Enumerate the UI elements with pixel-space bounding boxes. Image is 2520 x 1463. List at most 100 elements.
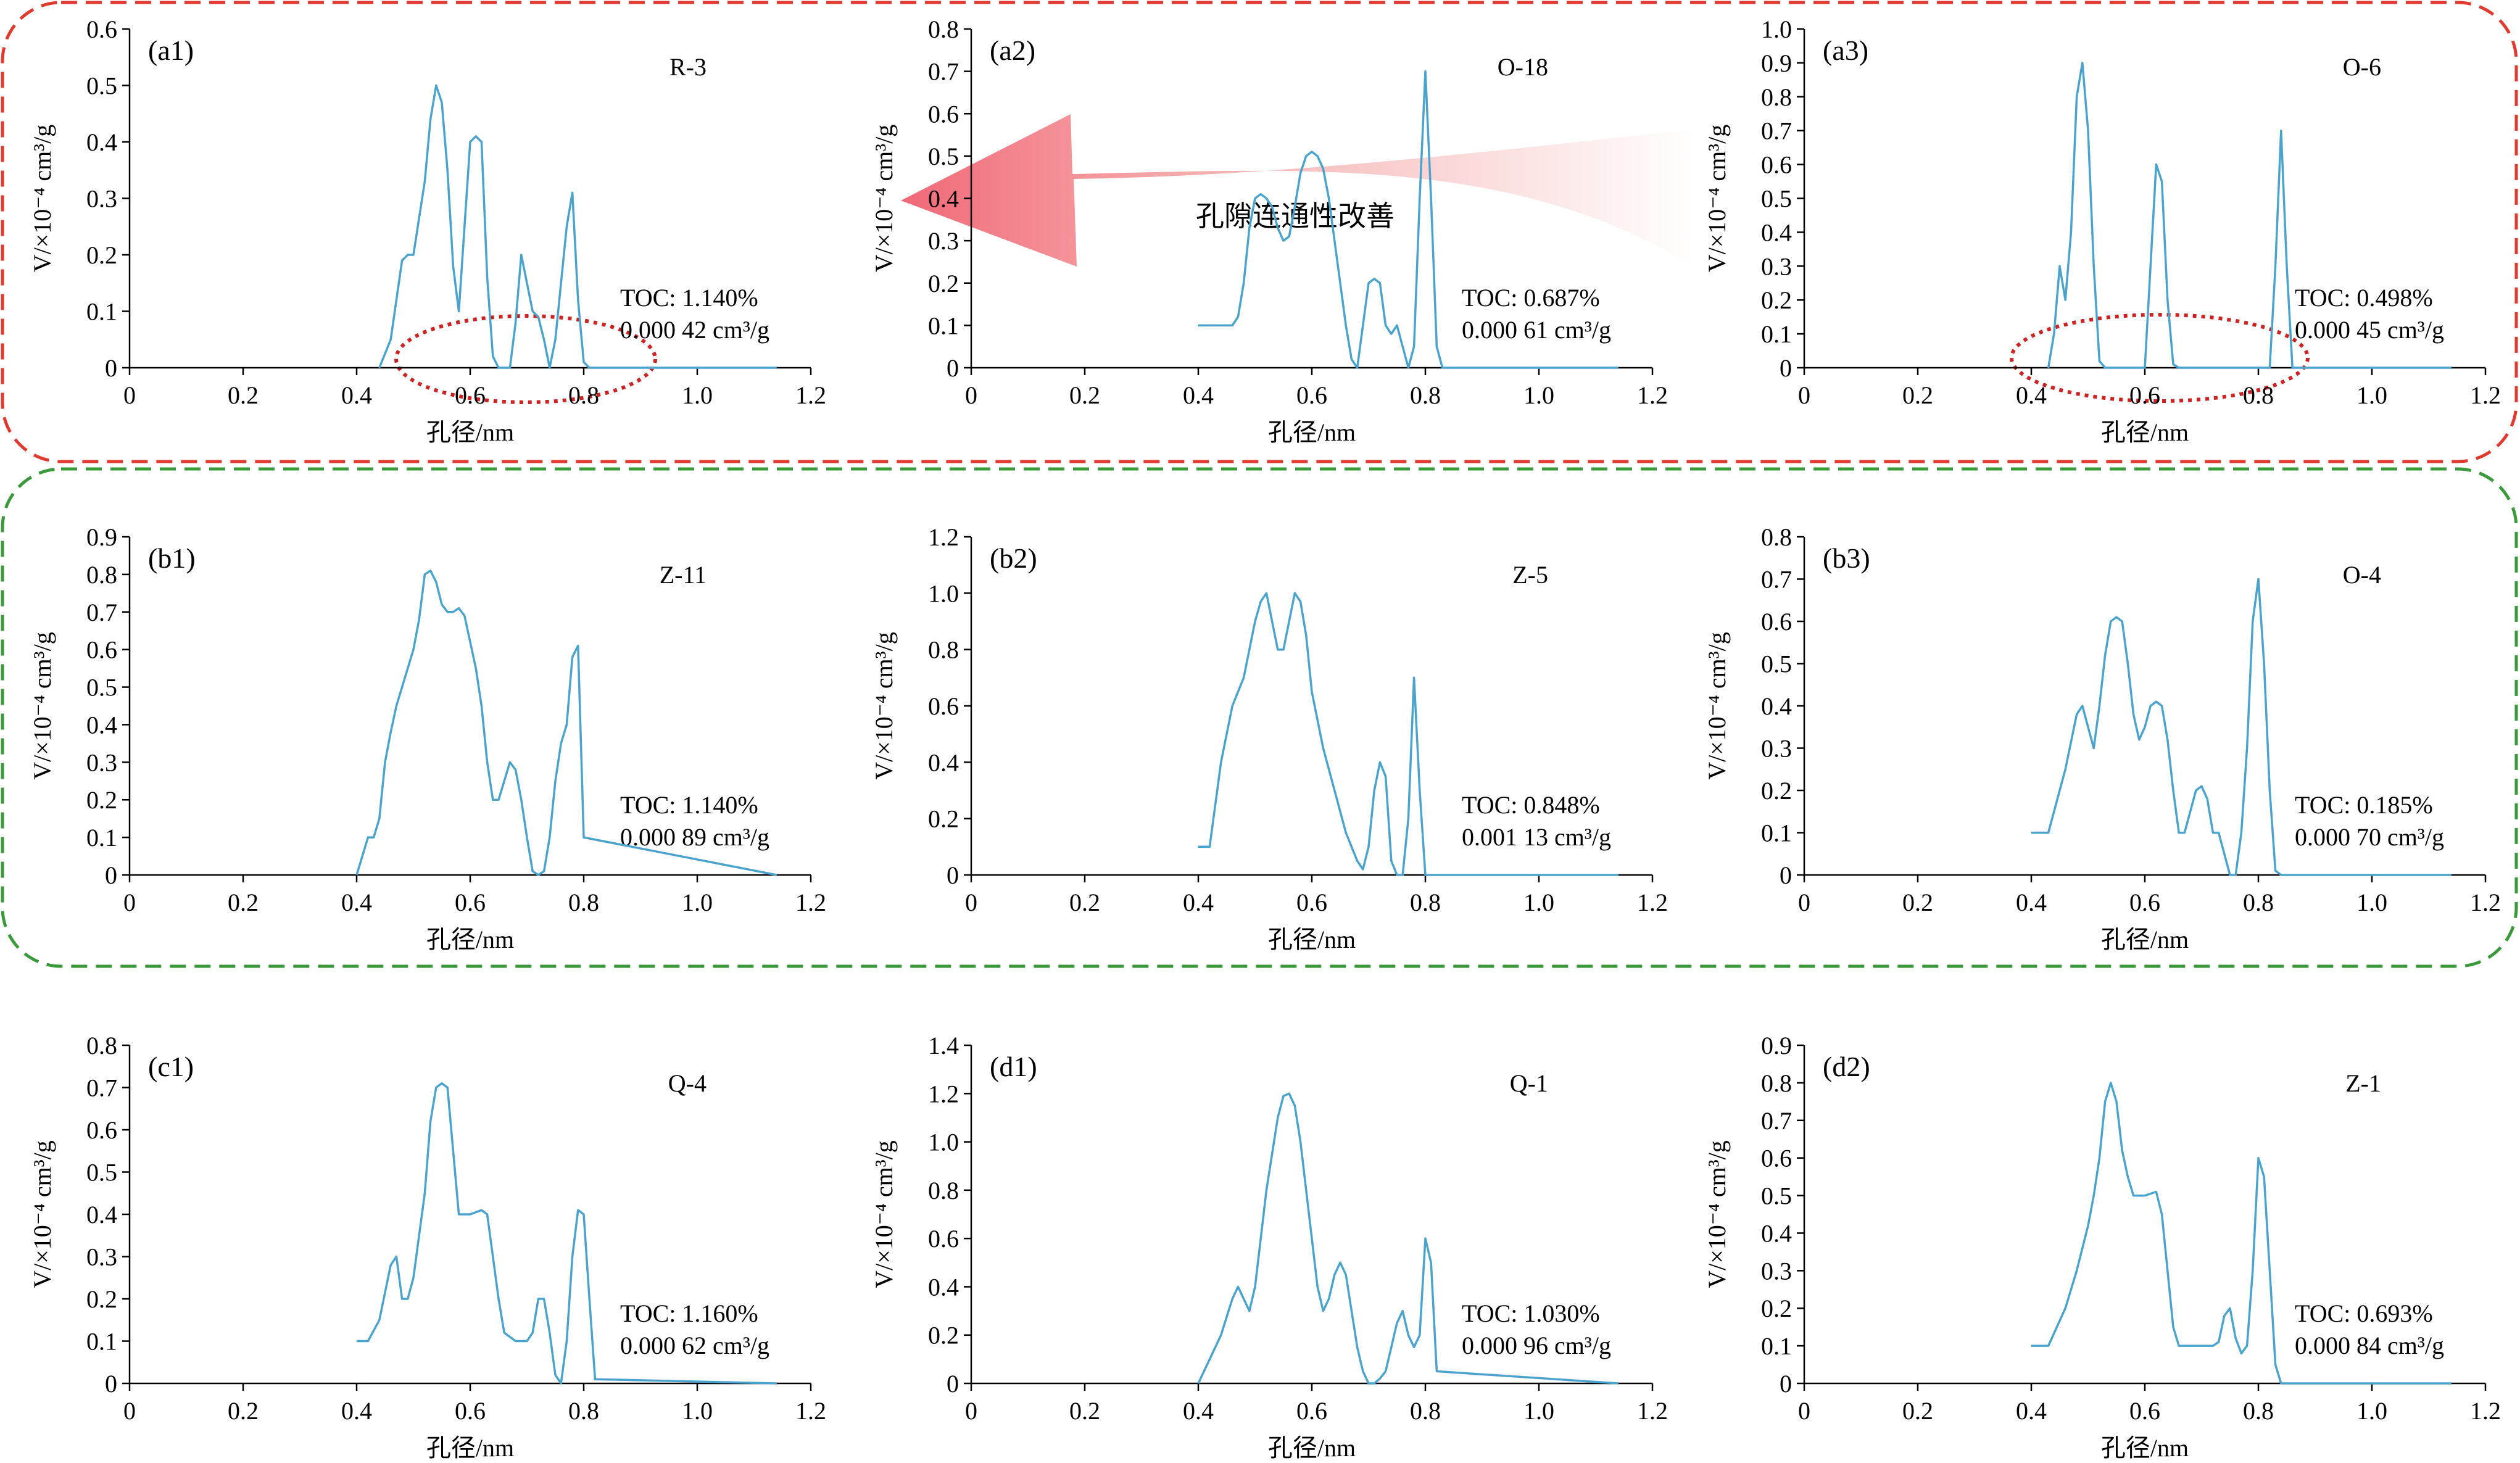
series-line-a2 (1198, 70, 1619, 369)
y-tick-label: 1.0 (928, 579, 959, 607)
y-tick-label: 0 (947, 354, 959, 382)
y-tick-label: 0.8 (928, 15, 959, 43)
y-axis-label: V/×10⁻⁴ cm³/g (1703, 1140, 1731, 1288)
ellipse-a1 (394, 314, 657, 404)
series-line-a1 (378, 84, 777, 369)
x-tick-label: 0 (123, 381, 136, 409)
toc-label: TOC: 1.030% (1462, 1299, 1600, 1327)
x-axis-label: 孔径/nm (2101, 418, 2189, 446)
chart-panel-a3: 0 0.1 0.2 0.3 0.4 0.5 0.6 0.7 0.8 0.9 1.0 0 0.2 0.4 0.… (1703, 15, 2501, 446)
x-tick-label: 0.6 (2129, 889, 2160, 916)
x-tick-label: 0.4 (341, 889, 372, 916)
x-tick-label: 0.6 (455, 889, 486, 916)
y-tick-label: 0.3 (1761, 735, 1792, 763)
y-tick-label: 0.3 (1761, 252, 1792, 280)
connectivity-arrow (901, 114, 1697, 267)
y-tick-label: 0.8 (1761, 523, 1792, 551)
x-tick-label: 0 (965, 889, 977, 916)
x-tick-label: 0.8 (2243, 889, 2274, 916)
toc-label: TOC: 1.140% (620, 284, 758, 312)
toc-label: TOC: 0.687% (1462, 284, 1600, 312)
chart-panel-c1: 0 0.1 0.2 0.3 0.4 0.5 0.6 0.7 0.8 0 0.2 0.4 0.6 0.8 1.… (28, 1032, 826, 1462)
pore-volume-label: 0.000 61 cm³/g (1462, 316, 1611, 344)
x-tick-label: 0 (965, 1397, 977, 1425)
x-tick-label: 0.6 (2129, 1397, 2160, 1425)
x-tick-label: 0.6 (1296, 381, 1327, 409)
sample-name: Z-5 (1512, 561, 1548, 589)
y-tick-label: 0.9 (1761, 49, 1792, 77)
y-axis-label: V/×10⁻⁴ cm³/g (1703, 125, 1731, 273)
y-axis-label: V/×10⁻⁴ cm³/g (870, 1140, 898, 1288)
y-tick-label: 0 (1780, 861, 1792, 889)
y-tick-label: 0.5 (1761, 1182, 1792, 1210)
x-tick-label: 0.6 (2129, 381, 2160, 409)
y-tick-label: 0.1 (1761, 819, 1792, 847)
chart-panel-b3: 0 0.1 0.2 0.3 0.4 0.5 0.6 0.7 0.8 0 0.2 0.4 0.6 0.8 1.… (1703, 523, 2501, 953)
x-tick-label: 1.2 (1637, 381, 1668, 409)
ellipse-a3 (2010, 313, 2310, 403)
sample-name: O-6 (2343, 53, 2381, 81)
pore-volume-label: 0.000 62 cm³/g (620, 1332, 769, 1359)
x-tick-label: 0.6 (455, 1397, 486, 1425)
x-tick-label: 1.2 (1637, 1397, 1668, 1425)
x-tick-label: 1.0 (1523, 381, 1554, 409)
chart-panel-a2: 0 0.1 0.2 0.3 0.4 0.5 0.6 0.7 0.8 0 0.2 0.4 0.6 0.8 1.… (870, 15, 1668, 446)
y-tick-label: 0.9 (1761, 1032, 1792, 1059)
y-tick-label: 0.7 (1761, 566, 1792, 594)
x-axis-label: 孔径/nm (426, 926, 514, 953)
x-tick-label: 0.8 (568, 381, 599, 409)
y-tick-label: 0.8 (86, 1032, 117, 1059)
y-tick-label: 0.5 (86, 72, 117, 100)
y-tick-label: 0 (105, 354, 117, 382)
x-tick-label: 0.8 (2243, 381, 2274, 409)
x-tick-label: 0.4 (341, 381, 372, 409)
y-tick-label: 0.6 (86, 1116, 117, 1144)
group-a-border (1, 1, 2518, 463)
y-tick-label: 0.4 (928, 748, 959, 776)
x-tick-label: 0.8 (2243, 1397, 2274, 1425)
panel-label: (c1) (148, 1051, 194, 1082)
x-tick-label: 0.2 (1902, 1397, 1933, 1425)
pore-volume-label: 0.000 42 cm³/g (620, 316, 769, 344)
y-tick-label: 0.3 (86, 748, 117, 776)
y-tick-label: 0.4 (928, 1273, 959, 1301)
y-tick-label: 0.4 (86, 1201, 117, 1229)
x-tick-label: 0.4 (2016, 889, 2047, 916)
x-tick-label: 0 (1798, 381, 1810, 409)
y-tick-label: 1.0 (928, 1129, 959, 1156)
x-tick-label: 1.0 (682, 1397, 713, 1425)
x-axis-label: 孔径/nm (1268, 926, 1356, 953)
sample-name: O-4 (2343, 561, 2381, 589)
y-axis-label: V/×10⁻⁴ cm³/g (1703, 632, 1731, 780)
x-axis-label: 孔径/nm (1268, 1434, 1356, 1462)
y-tick-label: 1.2 (928, 523, 959, 551)
y-tick-label: 0.7 (86, 599, 117, 626)
y-tick-label: 0.5 (928, 143, 959, 170)
sample-name: Z-11 (660, 561, 707, 589)
y-tick-label: 0.1 (928, 312, 959, 339)
y-tick-label: 0.5 (1761, 185, 1792, 213)
pore-volume-label: 0.000 84 cm³/g (2295, 1332, 2444, 1359)
x-tick-label: 0 (965, 381, 977, 409)
toc-label: TOC: 0.498% (2295, 284, 2433, 312)
y-tick-label: 0.4 (928, 185, 959, 213)
y-tick-label: 0.9 (86, 523, 117, 551)
y-tick-label: 0.2 (1761, 1295, 1792, 1322)
toc-label: TOC: 0.185% (2295, 791, 2433, 819)
group-b-border (1, 467, 2518, 968)
y-tick-label: 0.3 (928, 227, 959, 255)
y-tick-label: 0.6 (928, 100, 959, 128)
x-tick-label: 0.2 (228, 1397, 259, 1425)
y-tick-label: 0.1 (86, 824, 117, 852)
y-tick-label: 1.4 (928, 1032, 959, 1059)
series-line-c1 (357, 1082, 777, 1385)
y-axis-label: V/×10⁻⁴ cm³/g (28, 1140, 56, 1288)
x-tick-label: 1.2 (795, 889, 826, 916)
x-axis-label: 孔径/nm (1268, 418, 1356, 446)
y-tick-label: 0.5 (1761, 650, 1792, 678)
pore-volume-label: 0.000 96 cm³/g (1462, 1332, 1611, 1359)
panel-label: (d1) (990, 1051, 1037, 1082)
x-tick-label: 1.2 (795, 381, 826, 409)
y-axis-label: V/×10⁻⁴ cm³/g (870, 125, 898, 273)
